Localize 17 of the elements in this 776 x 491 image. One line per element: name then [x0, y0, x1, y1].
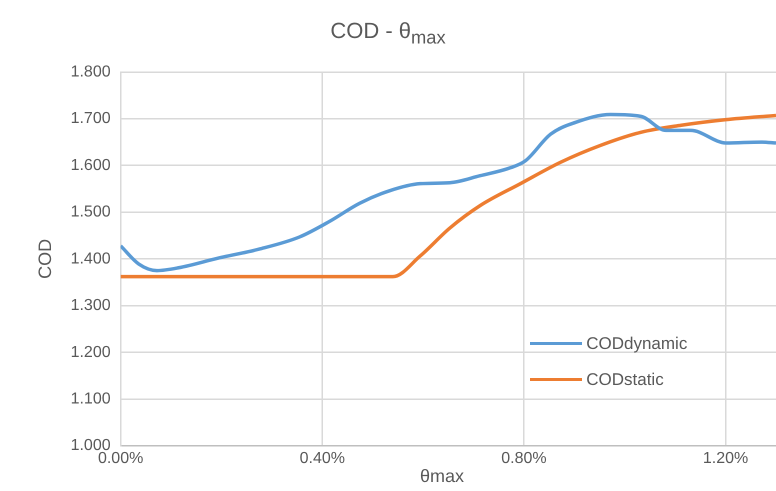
- x-tick-label: 0.00%: [98, 450, 144, 467]
- y-tick-label: 1.400: [70, 250, 111, 268]
- x-axis-title: θmax: [420, 466, 464, 487]
- legend-label: CODdynamic: [586, 334, 688, 354]
- y-tick-label: 1.300: [70, 297, 111, 314]
- y-tick-label: 1.200: [70, 344, 111, 361]
- legend-label: CODstatic: [586, 370, 664, 390]
- x-tick-label: 0.80%: [501, 450, 547, 467]
- y-tick-label: 1.800: [70, 63, 111, 80]
- x-tick-label: 0.40%: [300, 450, 345, 467]
- y-tick-label: 1.100: [70, 390, 111, 408]
- y-tick-label: 1.600: [70, 156, 111, 174]
- y-tick-label: 1.500: [70, 204, 111, 221]
- chart-title: COD - θ$_{max}$: [329, 18, 447, 48]
- y-tick-label: 1.700: [70, 110, 111, 128]
- y-axis-title: COD: [34, 238, 55, 279]
- x-tick-label: 1.20%: [702, 450, 748, 467]
